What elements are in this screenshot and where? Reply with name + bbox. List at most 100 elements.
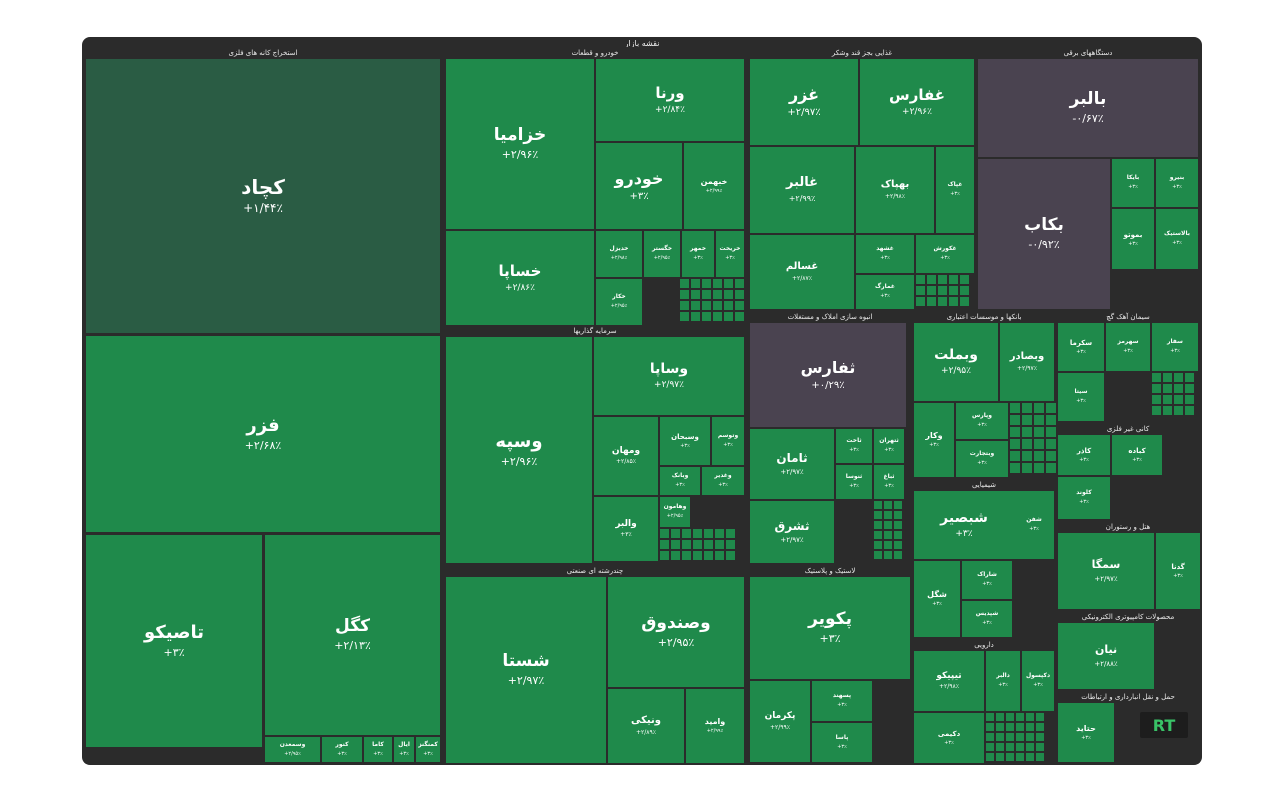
stock-tile[interactable]: خبهمن +۲/۹۹٪ [684, 143, 744, 229]
micro-tile[interactable] [1174, 373, 1183, 382]
micro-tile[interactable] [1006, 713, 1014, 721]
micro-tile[interactable] [1152, 384, 1161, 393]
micro-tile[interactable] [1174, 384, 1183, 393]
micro-tile[interactable] [1006, 723, 1014, 731]
micro-tile[interactable] [884, 511, 892, 519]
micro-tile[interactable] [884, 541, 892, 549]
micro-tile[interactable] [726, 551, 735, 560]
stock-tile[interactable]: شستا +۲/۹۷٪ [446, 577, 606, 763]
stock-tile[interactable]: تاصیکو +۳٪ [86, 535, 262, 747]
micro-tile[interactable] [726, 529, 735, 538]
stock-tile[interactable]: شگل +۳٪ [914, 561, 960, 637]
stock-tile[interactable]: ورنا +۲/۸۴٪ [596, 59, 744, 141]
micro-tile[interactable] [1034, 415, 1044, 425]
stock-tile[interactable]: بکاب -۰/۹۲٪ [978, 159, 1110, 309]
micro-tile[interactable] [927, 286, 936, 295]
micro-tile[interactable] [691, 301, 700, 310]
micro-tile[interactable] [1163, 373, 1172, 382]
micro-tile[interactable] [960, 297, 969, 306]
micro-tile[interactable] [713, 290, 722, 299]
micro-tile[interactable] [724, 312, 733, 321]
micro-tile[interactable] [713, 279, 722, 288]
micro-tile[interactable] [1026, 753, 1034, 761]
micro-tile[interactable] [884, 521, 892, 529]
micro-tile[interactable] [1046, 403, 1056, 413]
stock-tile[interactable]: بالاستیک +۳٪ [1156, 209, 1198, 269]
stock-tile[interactable]: پسهند +۳٪ [812, 681, 872, 721]
micro-tile[interactable] [713, 301, 722, 310]
stock-tile[interactable]: کاما +۳٪ [364, 737, 392, 762]
stock-tile[interactable]: تیپیکو +۲/۹۸٪ [914, 651, 984, 711]
micro-tile[interactable] [1185, 395, 1194, 404]
micro-tile[interactable] [693, 540, 702, 549]
micro-tile[interactable] [671, 551, 680, 560]
stock-tile[interactable]: کاذر +۳٪ [1058, 435, 1110, 475]
micro-tile[interactable] [949, 286, 958, 295]
micro-tile[interactable] [660, 529, 669, 538]
micro-tile[interactable] [986, 753, 994, 761]
micro-tile[interactable] [735, 301, 744, 310]
stock-tile[interactable]: دالبر +۳٪ [986, 651, 1020, 711]
stock-tile[interactable]: وبانک +۳٪ [660, 467, 700, 495]
micro-tile[interactable] [724, 290, 733, 299]
micro-tile[interactable] [1022, 403, 1032, 413]
micro-tile[interactable] [1034, 451, 1044, 461]
micro-tile[interactable] [1026, 713, 1034, 721]
micro-tile[interactable] [1034, 463, 1044, 473]
micro-tile[interactable] [691, 279, 700, 288]
micro-tile[interactable] [1163, 384, 1172, 393]
stock-tile[interactable]: شاراک +۳٪ [962, 561, 1012, 599]
micro-tile[interactable] [996, 723, 1004, 731]
micro-tile[interactable] [874, 511, 882, 519]
micro-tile[interactable] [986, 743, 994, 751]
micro-tile[interactable] [996, 713, 1004, 721]
micro-tile[interactable] [713, 312, 722, 321]
micro-tile[interactable] [693, 529, 702, 538]
stock-tile[interactable]: وسبحان +۳٪ [660, 417, 710, 465]
stock-tile[interactable]: بهپاک +۲/۹۸٪ [856, 147, 934, 233]
micro-tile[interactable] [715, 540, 724, 549]
micro-tile[interactable] [1010, 451, 1020, 461]
stock-tile[interactable]: والبر +۳٪ [594, 497, 658, 561]
stock-tile[interactable]: شفن +۳٪ [1014, 491, 1054, 559]
micro-tile[interactable] [1036, 723, 1044, 731]
micro-tile[interactable] [1034, 427, 1044, 437]
stock-tile[interactable]: غپاک +۳٪ [936, 147, 974, 233]
micro-tile[interactable] [1010, 427, 1020, 437]
micro-tile[interactable] [691, 290, 700, 299]
micro-tile[interactable] [949, 275, 958, 284]
micro-tile[interactable] [1016, 743, 1024, 751]
micro-tile[interactable] [927, 297, 936, 306]
micro-tile[interactable] [1006, 743, 1014, 751]
micro-tile[interactable] [702, 290, 711, 299]
stock-tile[interactable]: وامید +۲/۹۹٪ [686, 689, 744, 763]
micro-tile[interactable] [1174, 406, 1183, 415]
micro-tile[interactable] [894, 501, 902, 509]
stock-tile[interactable]: وبملت +۲/۹۵٪ [914, 323, 998, 401]
micro-tile[interactable] [1010, 415, 1020, 425]
micro-tile[interactable] [702, 301, 711, 310]
stock-tile[interactable]: وغدیر +۳٪ [702, 467, 744, 495]
micro-tile[interactable] [1046, 451, 1056, 461]
stock-tile[interactable]: خریخت +۳٪ [716, 231, 744, 277]
stock-tile[interactable]: خدیزل +۲/۹۸٪ [596, 231, 642, 277]
micro-tile[interactable] [960, 275, 969, 284]
stock-tile[interactable]: سفار +۳٪ [1152, 323, 1198, 371]
micro-tile[interactable] [874, 531, 882, 539]
micro-tile[interactable] [916, 275, 925, 284]
micro-tile[interactable] [682, 551, 691, 560]
micro-tile[interactable] [1016, 753, 1024, 761]
micro-tile[interactable] [735, 312, 744, 321]
stock-tile[interactable]: کباده +۳٪ [1112, 435, 1162, 475]
micro-tile[interactable] [986, 723, 994, 731]
stock-tile[interactable]: فزر +۲/۶۸٪ [86, 336, 440, 532]
stock-tile[interactable]: غمارگ +۳٪ [856, 275, 914, 309]
stock-tile[interactable]: ثباغ +۳٪ [874, 465, 904, 499]
stock-tile[interactable]: ثنوسا +۳٪ [836, 465, 872, 499]
micro-tile[interactable] [986, 713, 994, 721]
micro-tile[interactable] [1174, 395, 1183, 404]
micro-tile[interactable] [693, 551, 702, 560]
stock-tile[interactable]: بایکا +۳٪ [1112, 159, 1154, 207]
micro-tile[interactable] [1022, 427, 1032, 437]
micro-tile[interactable] [884, 501, 892, 509]
